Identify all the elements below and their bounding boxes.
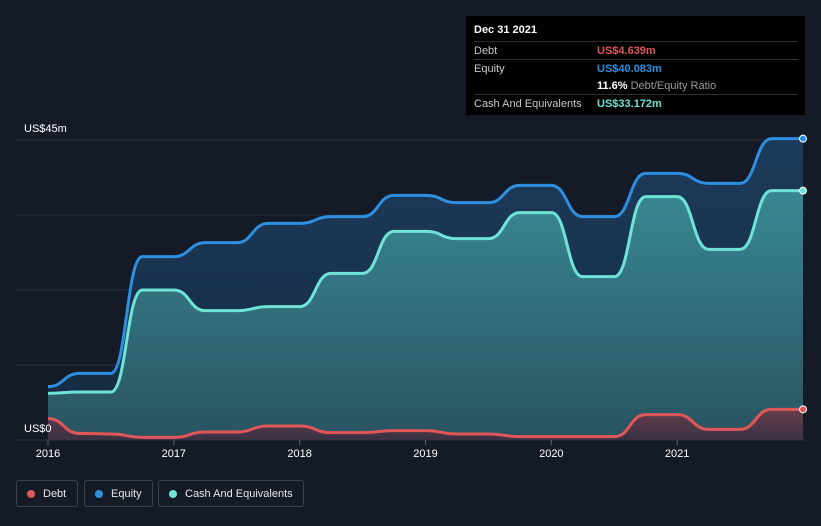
legend-item-debt[interactable]: Debt — [16, 480, 78, 507]
tooltip-equity-label: Equity — [474, 62, 505, 75]
cash-area — [48, 190, 803, 440]
tooltip-cash-value: US$33.172m — [597, 97, 662, 110]
legend-item-equity[interactable]: Equity — [84, 480, 153, 507]
legend-cash-label: Cash And Equivalents — [185, 487, 293, 500]
x-tick-label-2016: 2016 — [36, 448, 60, 460]
cash-end-point — [799, 186, 807, 195]
x-axis-ticks: 2016 2017 2018 2019 2020 2021 — [36, 440, 689, 460]
tooltip-row-debt: Debt US$4.639m — [474, 41, 798, 59]
tooltip-ratio-label: Debt/Equity Ratio — [630, 79, 717, 92]
tooltip-cash-label: Cash And Equivalents — [474, 97, 582, 110]
debt-dot-icon — [27, 489, 35, 498]
x-tick-label-2021: 2021 — [665, 448, 689, 460]
legend-debt-label: Debt — [43, 487, 67, 500]
legend-equity-label: Equity — [111, 487, 142, 500]
tooltip-row-cash: Cash And Equivalents US$33.172m — [474, 94, 798, 112]
end-markers — [799, 134, 807, 414]
tooltip-equity-value: US$40.083m — [597, 62, 662, 75]
x-tick-label-2017: 2017 — [162, 448, 186, 460]
tooltip-row-ratio: 11.6% Debt/Equity Ratio — [474, 77, 798, 94]
tooltip-debt-label: Debt — [474, 44, 498, 57]
debt-end-point — [799, 405, 807, 414]
y-axis-bottom-label: US$0 — [24, 423, 52, 435]
y-axis-top-label: US$45m — [24, 123, 67, 135]
tooltip-date: Dec 31 2021 — [474, 24, 537, 36]
equity-line — [47, 137, 803, 389]
line-layer — [47, 137, 804, 439]
cash-dot-icon — [169, 489, 177, 498]
tooltip-panel: Dec 31 2021 Debt US$4.639m Equity US$40.… — [466, 16, 805, 115]
debt-line — [47, 407, 803, 439]
tooltip-ratio-value: 11.6% — [597, 79, 628, 92]
x-tick-label-2019: 2019 — [413, 448, 437, 460]
tooltip-debt-value: US$4.639m — [597, 44, 656, 57]
x-tick-label-2018: 2018 — [287, 448, 311, 460]
equity-dot-icon — [95, 489, 103, 498]
equity-end-point — [799, 134, 807, 143]
tooltip-row-equity: Equity US$40.083m — [474, 59, 798, 77]
cash-line — [47, 189, 804, 395]
x-tick-label-2020: 2020 — [539, 448, 563, 460]
legend-item-cash[interactable]: Cash And Equivalents — [158, 480, 304, 507]
